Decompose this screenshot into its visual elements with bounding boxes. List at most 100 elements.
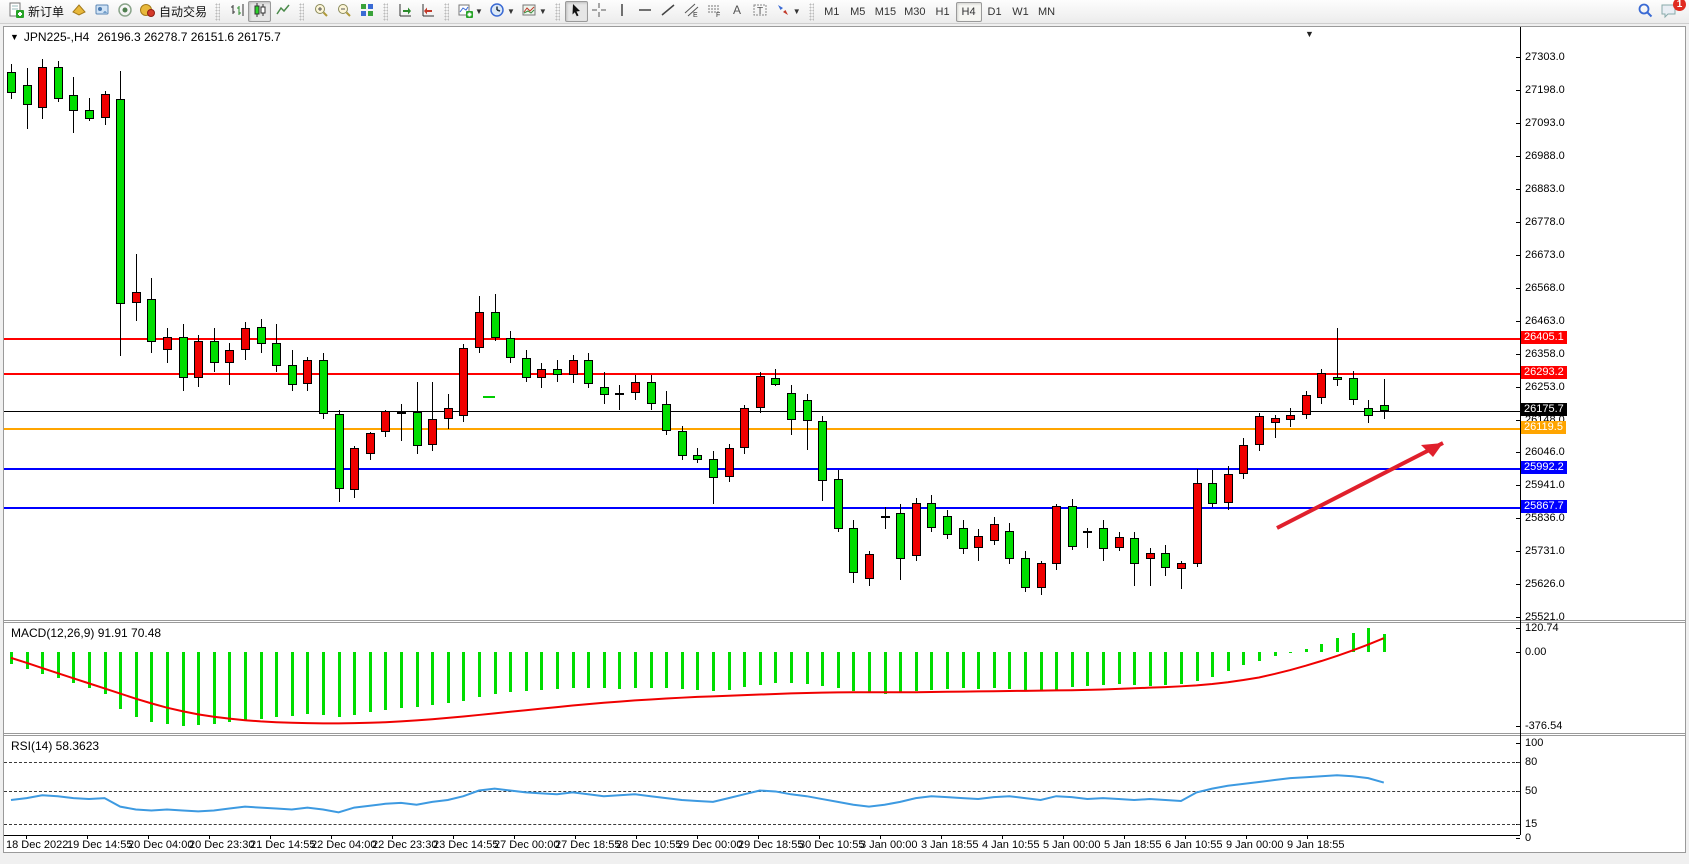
candle[interactable] bbox=[1114, 537, 1124, 548]
candle[interactable] bbox=[521, 358, 531, 378]
bar-chart-button[interactable] bbox=[225, 1, 248, 22]
candle[interactable] bbox=[85, 109, 94, 119]
fibonacci-button[interactable]: F bbox=[703, 1, 726, 22]
auto-trading-button[interactable]: 自动交易 bbox=[136, 1, 210, 22]
candle[interactable] bbox=[849, 527, 859, 574]
notifications-button[interactable]: 1 bbox=[1657, 0, 1686, 22]
candle[interactable] bbox=[1192, 482, 1202, 564]
equidistant-channel-button[interactable]: E bbox=[680, 1, 703, 22]
candle[interactable] bbox=[880, 516, 890, 519]
candle[interactable] bbox=[163, 337, 172, 350]
candle[interactable] bbox=[771, 378, 781, 385]
green-tick-object[interactable] bbox=[483, 396, 495, 398]
new-order-button[interactable]: 新订单 bbox=[5, 1, 67, 22]
candle[interactable] bbox=[506, 338, 516, 359]
timeframe-button-d1[interactable]: D1 bbox=[987, 5, 1002, 18]
candle[interactable] bbox=[896, 512, 906, 560]
horizontal-level-line[interactable] bbox=[4, 467, 1520, 470]
candle[interactable] bbox=[958, 527, 968, 549]
time-axis[interactable]: 18 Dec 2022 19 Dec 14:55 20 Dec 04:00 20 De… bbox=[4, 836, 1685, 852]
candle[interactable] bbox=[147, 299, 157, 343]
candle[interactable] bbox=[1270, 418, 1280, 424]
text-label-button[interactable]: T bbox=[749, 1, 772, 22]
horizontal-level-line[interactable] bbox=[4, 373, 1520, 376]
price-axis[interactable] bbox=[1520, 27, 1521, 835]
candle[interactable] bbox=[428, 418, 438, 446]
candle[interactable] bbox=[209, 341, 219, 363]
candle[interactable] bbox=[662, 403, 672, 431]
candle[interactable] bbox=[615, 393, 625, 396]
zoom-out-button[interactable] bbox=[332, 1, 355, 22]
toolbar-grip[interactable] bbox=[808, 2, 814, 21]
candle[interactable] bbox=[1099, 527, 1108, 549]
candle[interactable] bbox=[256, 326, 266, 344]
candle[interactable] bbox=[475, 311, 484, 348]
tile-windows-button[interactable] bbox=[355, 1, 378, 22]
toolbar-grip[interactable] bbox=[383, 2, 389, 21]
candle[interactable] bbox=[568, 359, 578, 376]
candle[interactable] bbox=[7, 72, 16, 93]
candle[interactable] bbox=[443, 408, 453, 420]
panel-splitter[interactable] bbox=[4, 735, 1685, 736]
candle[interactable] bbox=[225, 349, 235, 363]
candle[interactable] bbox=[69, 94, 79, 111]
candle[interactable] bbox=[412, 412, 422, 447]
candle[interactable] bbox=[1255, 416, 1264, 446]
candle[interactable] bbox=[1177, 562, 1186, 569]
candle[interactable] bbox=[365, 433, 375, 454]
candle[interactable] bbox=[1223, 473, 1233, 503]
candle[interactable] bbox=[599, 387, 609, 395]
candle[interactable] bbox=[1364, 407, 1374, 416]
candle[interactable] bbox=[1052, 506, 1062, 564]
candle[interactable] bbox=[755, 375, 765, 409]
candle[interactable] bbox=[677, 430, 687, 456]
toolbar-grip[interactable] bbox=[444, 2, 450, 21]
chart-shift-marker[interactable]: ▼ bbox=[1305, 29, 1314, 39]
candle[interactable] bbox=[833, 478, 843, 529]
candle[interactable] bbox=[709, 458, 718, 478]
arrows-button[interactable]: ▼ bbox=[772, 1, 804, 22]
panel-splitter[interactable] bbox=[4, 620, 1685, 621]
candle[interactable] bbox=[1348, 378, 1358, 401]
one-click-trading-toggle[interactable]: ▼ bbox=[10, 32, 19, 42]
strategy-tester-button[interactable] bbox=[113, 1, 136, 22]
candle[interactable] bbox=[1333, 376, 1342, 380]
candle[interactable] bbox=[490, 311, 500, 339]
candle[interactable] bbox=[646, 382, 656, 404]
timeframe-button-m15[interactable]: M15 bbox=[874, 5, 897, 18]
data-window-button[interactable] bbox=[90, 1, 113, 22]
candle[interactable] bbox=[303, 359, 313, 385]
cursor-button[interactable] bbox=[564, 1, 588, 22]
candle[interactable] bbox=[1239, 445, 1249, 474]
candlestick-chart-button[interactable] bbox=[248, 1, 272, 22]
candle[interactable] bbox=[1145, 552, 1155, 559]
candle[interactable] bbox=[116, 99, 126, 304]
horizontal-level-line[interactable] bbox=[4, 427, 1520, 430]
toolbar-grip[interactable] bbox=[299, 2, 305, 21]
timeframe-button-w1[interactable]: W1 bbox=[1012, 5, 1029, 18]
zoom-in-button[interactable] bbox=[309, 1, 332, 22]
candle[interactable] bbox=[631, 382, 640, 393]
candle[interactable] bbox=[1317, 373, 1327, 399]
candle[interactable] bbox=[381, 411, 391, 432]
candle[interactable] bbox=[53, 66, 63, 99]
candle[interactable] bbox=[911, 503, 921, 557]
candle[interactable] bbox=[1161, 552, 1171, 568]
candle[interactable] bbox=[740, 408, 750, 448]
crosshair-button[interactable] bbox=[588, 1, 611, 22]
candle[interactable] bbox=[693, 455, 703, 461]
horizontal-line-button[interactable] bbox=[634, 1, 657, 22]
chart-shift-button[interactable] bbox=[416, 1, 439, 22]
auto-scroll-button[interactable] bbox=[393, 1, 416, 22]
timeframe-button-m1[interactable]: M1 bbox=[824, 5, 840, 18]
toolbar-grip[interactable] bbox=[215, 2, 221, 21]
candle[interactable] bbox=[553, 369, 562, 376]
candle[interactable] bbox=[459, 347, 469, 417]
search-button[interactable] bbox=[1634, 1, 1657, 22]
candle[interactable] bbox=[724, 447, 734, 478]
panel-splitter[interactable] bbox=[4, 622, 1685, 623]
horizontal-level-line[interactable] bbox=[4, 410, 1520, 412]
candle[interactable] bbox=[100, 94, 110, 119]
candle[interactable] bbox=[241, 327, 250, 350]
trendline-button[interactable] bbox=[657, 1, 680, 22]
